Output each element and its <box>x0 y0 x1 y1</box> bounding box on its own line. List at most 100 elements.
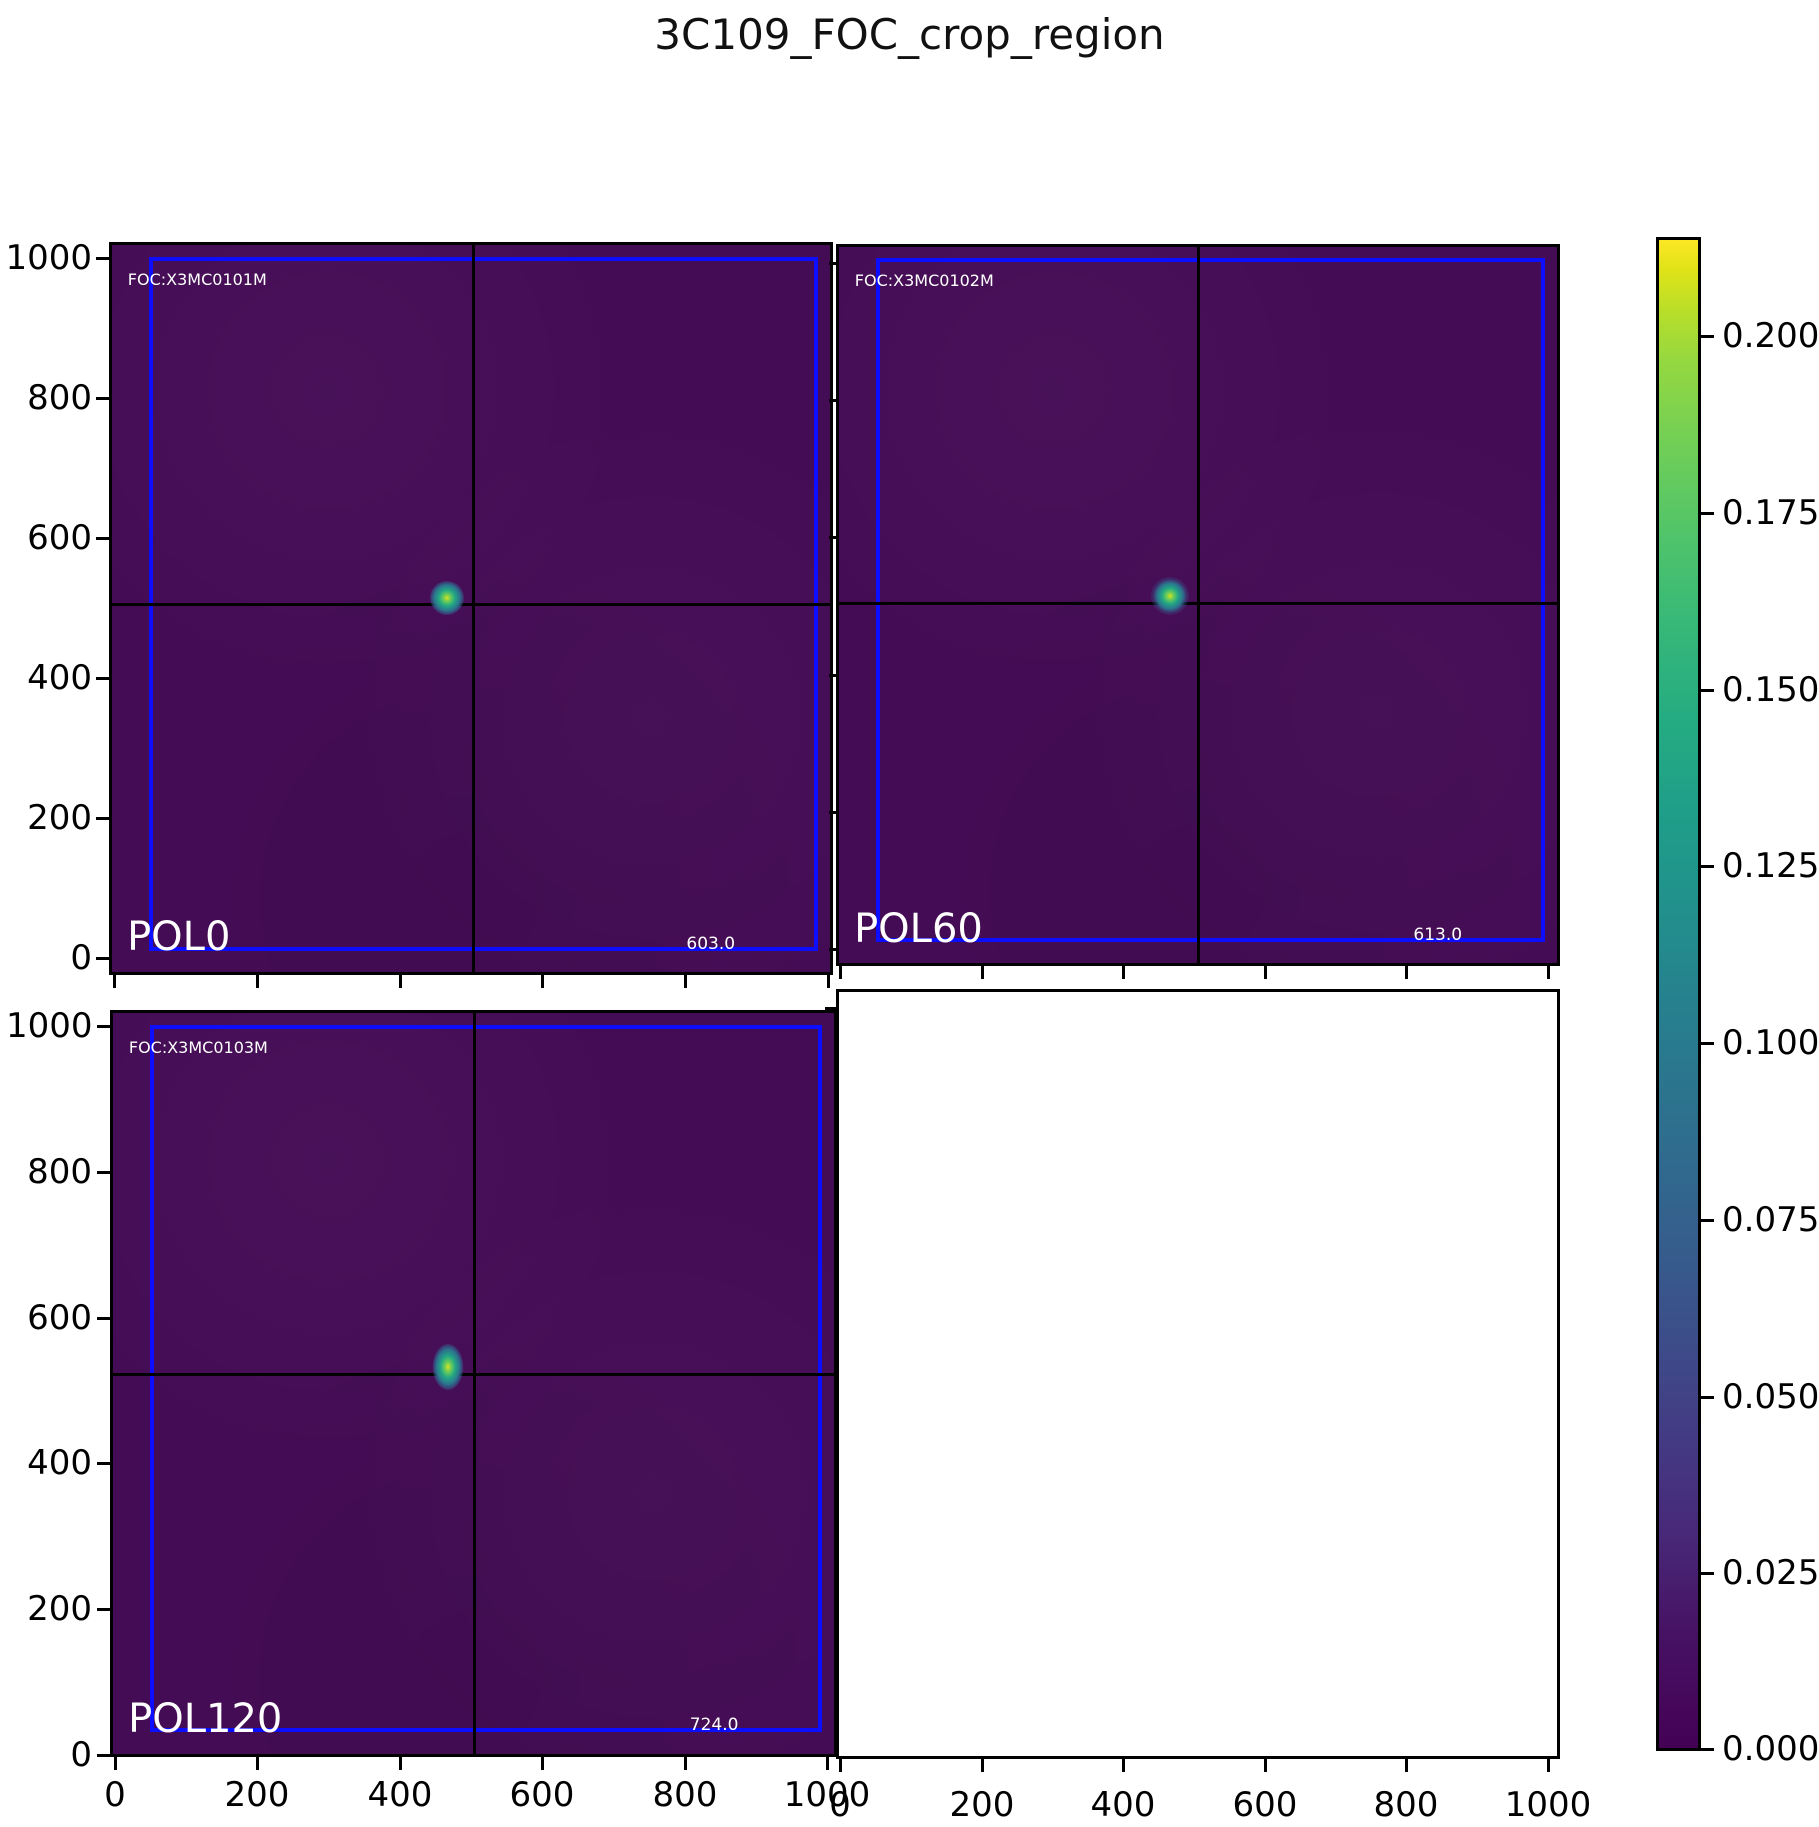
ytick <box>96 397 109 400</box>
ytick-label: 400 <box>27 658 92 698</box>
xtick <box>114 1757 117 1770</box>
empty-xlabel: 0 <box>829 1785 851 1825</box>
xtick-label: 1000 <box>783 1775 871 1815</box>
figure-title: 3C109_FOC_crop_region <box>654 10 1165 59</box>
image-panel-pol60: FOC:X3MC0102M POL60 613.0 <box>836 244 1560 966</box>
crop-region-rectangle <box>150 1024 822 1733</box>
xtick <box>399 975 402 988</box>
colorbar-tick <box>1701 689 1714 692</box>
crosshair-vertical <box>472 1013 476 1754</box>
xtick <box>1547 966 1550 979</box>
empty-axes-xtick <box>1547 1759 1550 1772</box>
ytick <box>97 1608 110 1611</box>
empty-axes-ytick-1000 <box>825 1007 836 1010</box>
xtick-label: 600 <box>509 1775 575 1815</box>
polarizer-label: POL60 <box>854 905 983 952</box>
annotation-value: 613.0 <box>1413 925 1463 946</box>
xtick <box>256 975 259 988</box>
ytick <box>97 1754 110 1757</box>
colorbar-tick-label: 0.175 <box>1722 493 1819 533</box>
dataset-label: FOC:X3MC0102M <box>854 271 994 291</box>
ytick <box>97 1317 110 1320</box>
ytick <box>96 677 109 680</box>
empty-axes-xtick <box>1264 1759 1267 1772</box>
colorbar-tick <box>1701 1219 1714 1222</box>
ytick-small <box>829 811 836 814</box>
empty-xlabel: 600 <box>1232 1785 1298 1825</box>
ytick <box>96 257 109 260</box>
dataset-label: FOC:X3MC0103M <box>128 1038 268 1058</box>
xtick-label: 200 <box>224 1775 290 1815</box>
empty-xlabel: 800 <box>1373 1785 1439 1825</box>
ytick <box>97 1171 110 1174</box>
colorbar-tick <box>1701 1042 1714 1045</box>
crosshair-horizontal <box>839 602 1557 606</box>
ytick <box>96 537 109 540</box>
point-source <box>1150 577 1189 616</box>
ytick-label: 400 <box>27 1443 92 1483</box>
colorbar-tick-label: 0.125 <box>1722 846 1819 886</box>
colorbar-tick-label: 0.075 <box>1722 1200 1819 1240</box>
colorbar-tick <box>1701 1396 1714 1399</box>
ytick-label: 1000 <box>6 1006 93 1046</box>
xtick <box>1264 966 1267 979</box>
ytick-small <box>829 262 836 265</box>
ytick <box>97 1462 110 1465</box>
ytick <box>96 957 109 960</box>
ytick-label: 800 <box>27 378 92 418</box>
empty-axes-xtick <box>1122 1759 1125 1772</box>
ytick-small <box>829 674 836 677</box>
empty-xlabel: 400 <box>1090 1785 1156 1825</box>
image-noise-texture <box>112 245 830 972</box>
empty-axes-xtick <box>839 1759 842 1772</box>
xtick-label: 800 <box>652 1775 718 1815</box>
ytick-label: 0 <box>70 1735 92 1775</box>
ytick <box>96 817 109 820</box>
dataset-label: FOC:X3MC0101M <box>127 269 267 289</box>
xtick <box>541 975 544 988</box>
xtick <box>684 975 687 988</box>
colorbar-tick-label: 0.100 <box>1722 1023 1819 1063</box>
annotation-value: 724.0 <box>689 1715 739 1736</box>
ytick <box>97 1025 110 1028</box>
image-panel-pol0: FOC:X3MC0101M POL0 603.0 <box>109 242 833 975</box>
ytick-label: 600 <box>27 518 92 558</box>
ytick-label: 200 <box>27 1589 92 1629</box>
image-panel-pol120: FOC:X3MC0103M POL120 724.0 <box>110 1010 837 1757</box>
xtick <box>839 966 842 979</box>
crop-region-rectangle <box>876 258 1545 943</box>
ytick-label: 0 <box>70 938 92 978</box>
colorbar-tick-label: 0.050 <box>1722 1377 1819 1417</box>
xtick <box>113 975 116 988</box>
polarizer-label: POL120 <box>128 1696 283 1743</box>
xtick <box>1405 966 1408 979</box>
xtick <box>684 1757 687 1770</box>
ytick-label: 1000 <box>5 238 92 278</box>
ytick-small <box>829 948 836 951</box>
empty-xlabel: 1000 <box>1504 1785 1592 1825</box>
empty-xlabel: 200 <box>949 1785 1015 1825</box>
colorbar-tick <box>1701 335 1714 338</box>
colorbar-tick <box>1701 1572 1714 1575</box>
ytick-small <box>829 399 836 402</box>
xtick <box>256 1757 259 1770</box>
ytick-label: 800 <box>27 1152 92 1192</box>
colorbar-viridis <box>1656 237 1701 1751</box>
crosshair-horizontal <box>112 603 830 607</box>
colorbar-tick-label: 0.200 <box>1722 316 1819 356</box>
xtick <box>981 966 984 979</box>
colorbar-tick-label: 0.150 <box>1722 670 1819 710</box>
annotation-value: 603.0 <box>686 933 736 954</box>
xtick <box>541 1757 544 1770</box>
xtick <box>1122 966 1125 979</box>
colorbar-tick <box>1701 512 1714 515</box>
colorbar-tick <box>1701 1748 1714 1751</box>
colorbar-tick-label: 0.025 <box>1722 1553 1819 1593</box>
xtick <box>399 1757 402 1770</box>
empty-axes-xtick <box>981 1759 984 1772</box>
crosshair-vertical <box>471 245 475 972</box>
crosshair-horizontal <box>113 1373 834 1377</box>
colorbar-tick-label: 0.000 <box>1722 1729 1819 1769</box>
colorbar-tick <box>1701 865 1714 868</box>
